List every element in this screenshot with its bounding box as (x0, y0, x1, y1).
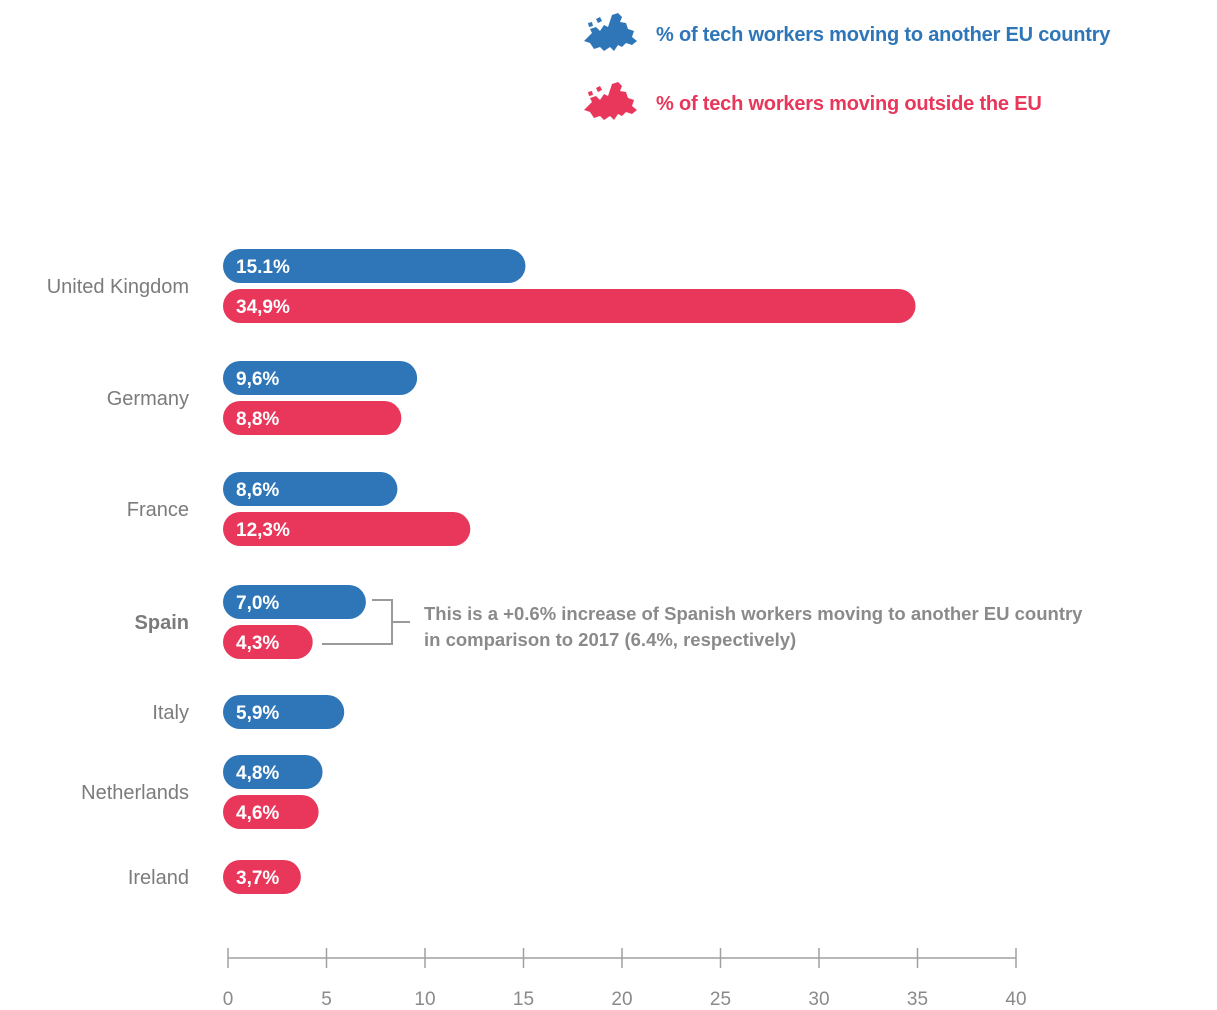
category-label: Ireland (128, 867, 189, 889)
category-label: France (127, 499, 189, 521)
bar-value-label: 5,9% (236, 703, 279, 724)
bar (223, 289, 916, 323)
category-label: Germany (107, 388, 189, 410)
legend-label-outside-eu: % of tech workers moving outside the EU (656, 92, 1042, 115)
legend-label-eu: % of tech workers moving to another EU c… (656, 23, 1111, 46)
bar-value-label: 4,3% (236, 633, 279, 654)
category-label: Spain (135, 612, 189, 634)
bar-value-label: 3,7% (236, 868, 279, 889)
bar (223, 695, 345, 729)
bar (223, 249, 526, 283)
x-tick-label: 40 (1005, 989, 1026, 1010)
europe-map-icon (584, 13, 637, 51)
bar (223, 512, 471, 546)
bar-value-label: 8,8% (236, 409, 279, 430)
x-tick-label: 15 (513, 989, 534, 1010)
annotation-bracket (322, 599, 410, 645)
bar (223, 755, 323, 789)
x-tick-label: 20 (611, 989, 632, 1010)
x-tick-label: 10 (414, 989, 435, 1010)
bar (223, 585, 366, 619)
x-tick-label: 25 (710, 989, 731, 1010)
bar (223, 472, 398, 506)
category-label: Netherlands (81, 782, 189, 804)
bar (223, 795, 319, 829)
x-tick-label: 5 (321, 989, 332, 1010)
europe-map-icon (584, 82, 637, 120)
bar-value-label: 4,6% (236, 803, 279, 824)
legend-item-eu: % of tech workers moving to another EU c… (582, 10, 1110, 60)
bar (223, 860, 301, 894)
x-tick-label: 30 (808, 989, 829, 1010)
bar-value-label: 4,8% (236, 763, 279, 784)
spain-annotation: This is a +0.6% increase of Spanish work… (424, 603, 1083, 650)
category-label: Italy (152, 702, 189, 724)
x-tick-label: 0 (223, 989, 234, 1010)
bar-value-label: 7,0% (236, 593, 279, 614)
bar-value-label: 8,6% (236, 480, 279, 501)
bar (223, 401, 402, 435)
legend-item-outside-eu: % of tech workers moving outside the EU (582, 79, 1110, 129)
category-label: United Kingdom (47, 276, 189, 298)
legend: % of tech workers moving to another EU c… (582, 10, 1110, 148)
x-tick-label: 35 (907, 989, 928, 1010)
bar (223, 625, 313, 659)
bar (223, 361, 418, 395)
bar-value-label: 15.1% (236, 257, 290, 278)
bar-value-label: 12,3% (236, 520, 290, 541)
bar-value-label: 9,6% (236, 369, 279, 390)
bar-value-label: 34,9% (236, 297, 290, 318)
